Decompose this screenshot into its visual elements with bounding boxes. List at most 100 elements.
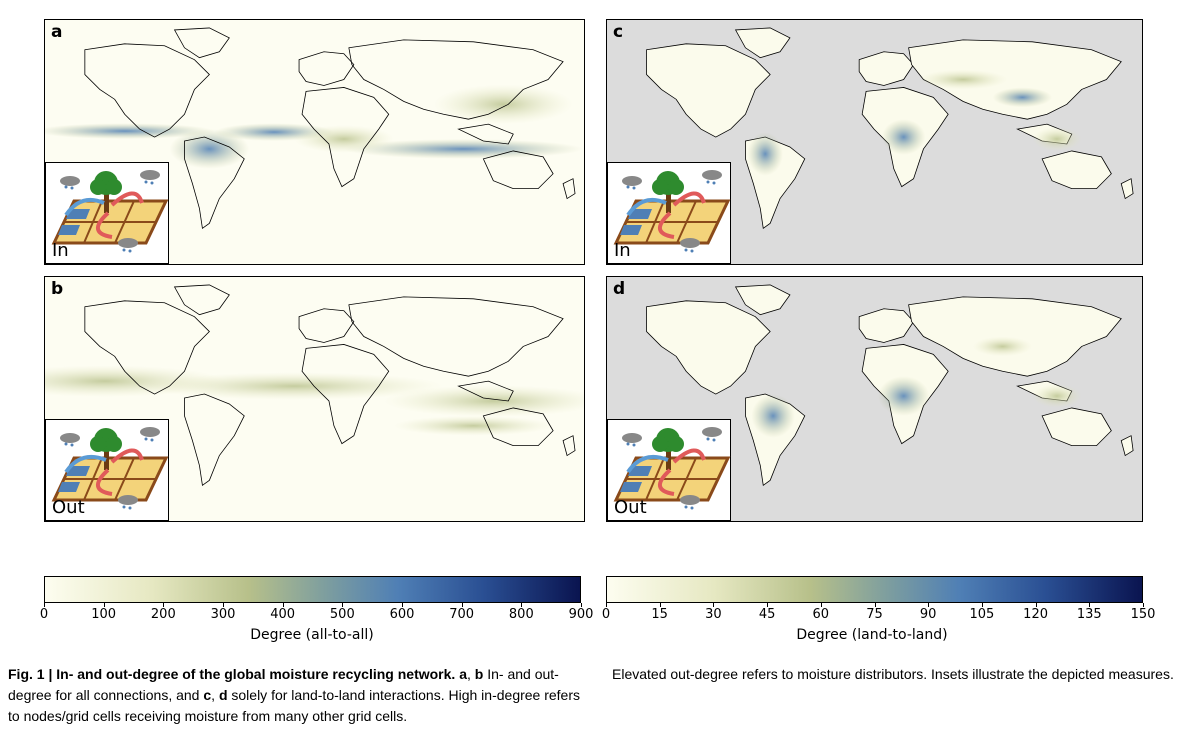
tick-mark — [928, 603, 930, 607]
continent-outline — [1041, 150, 1112, 190]
caption-figure-title: Fig. 1 | In- and out-degree of the globa… — [8, 666, 456, 682]
tick-label: 150 — [1130, 607, 1156, 622]
continent-outline — [858, 308, 915, 343]
cloud-icon — [60, 433, 80, 447]
colorbar-label: Degree (all-to-all) — [250, 627, 374, 643]
inset-out-icon — [613, 427, 731, 510]
continent-outline — [734, 284, 791, 316]
colorbar-ticks: 0 15 30 45 60 75 90 105 120 135 150 — [602, 603, 1155, 623]
continent-outline — [908, 296, 1122, 377]
tick-mark — [521, 603, 523, 607]
tick-mark — [282, 603, 284, 607]
inset-diagram: Out — [607, 419, 731, 521]
tick-mark — [659, 603, 661, 607]
tree-icon — [652, 428, 684, 470]
arrow-icon — [64, 191, 144, 239]
cloud-icon — [60, 176, 80, 190]
tick-mark — [103, 603, 105, 607]
continent-outline — [482, 407, 554, 447]
tick-label: 120 — [1023, 607, 1049, 622]
cloud-icon — [680, 238, 700, 253]
tick-mark — [581, 603, 582, 607]
cloud-icon — [140, 170, 160, 185]
caption-ref-b: b — [474, 666, 484, 682]
continent-outline — [348, 296, 564, 377]
heat-spot — [1032, 127, 1082, 151]
heat-spot — [992, 87, 1053, 108]
heat-spot — [751, 394, 795, 438]
tick-label: 135 — [1076, 607, 1102, 622]
continent-outline — [1120, 178, 1134, 200]
heat-band — [433, 84, 574, 125]
tick-mark — [606, 603, 607, 607]
tick-label: 300 — [210, 607, 236, 622]
world-map-out-degree-all — [45, 277, 584, 521]
inset-label: Out — [614, 497, 647, 518]
heat-band — [393, 415, 554, 436]
continent-outline — [301, 87, 390, 188]
map-panel-d: d Out — [606, 276, 1143, 522]
tick-label: 200 — [150, 607, 176, 622]
grid-cells-icon — [51, 199, 169, 245]
heat-band — [169, 129, 250, 169]
tick-mark — [44, 603, 45, 607]
tick-mark — [461, 603, 463, 607]
caption-ref-c: c — [203, 687, 212, 703]
colorbar-ticks: 0 100 200 300 400 500 600 700 800 900 — [40, 603, 593, 623]
map-panel-b: b Out — [44, 276, 585, 522]
tick-label: 0 — [601, 607, 611, 622]
heat-band — [343, 139, 584, 159]
tick-label: 60 — [812, 607, 830, 622]
cloud-icon — [702, 170, 722, 185]
arrow-icon — [626, 191, 706, 239]
continent-outline — [646, 43, 771, 138]
continent-outline — [482, 150, 554, 190]
figure-caption-left: Fig. 1 | In- and out-degree of the globa… — [8, 666, 581, 724]
heat-spot — [881, 119, 926, 155]
inset-diagram: In — [607, 162, 731, 264]
heat-band — [383, 385, 584, 417]
tick-mark — [223, 603, 224, 607]
tick-label: 90 — [919, 607, 937, 622]
arrow-icon — [626, 448, 706, 496]
cloud-icon — [680, 495, 700, 510]
panel-label: a — [51, 22, 63, 42]
caption-ref-d: d — [218, 687, 228, 703]
map-panel-c: c In — [606, 19, 1143, 265]
continent-outline — [646, 300, 771, 395]
figure-caption-right: Elevated out-degree refers to moisture d… — [612, 666, 1174, 682]
continent-outline — [173, 284, 230, 316]
cloud-icon — [622, 433, 642, 447]
tick-mark — [981, 603, 983, 607]
tick-label: 600 — [389, 607, 415, 622]
panel-label: c — [613, 22, 624, 42]
tick-label: 75 — [866, 607, 883, 622]
continent-outline — [84, 300, 210, 395]
cloud-icon — [622, 176, 642, 190]
tick-mark — [342, 603, 344, 607]
continent-outline — [184, 136, 245, 229]
colorbar-label: Degree (land-to-land) — [796, 627, 948, 643]
tree-icon — [652, 171, 684, 213]
inset-in-icon — [613, 170, 731, 253]
continent-outline — [1120, 435, 1134, 457]
continent-outline — [1041, 407, 1112, 447]
continent-outline — [84, 43, 210, 138]
panel-label: b — [51, 279, 64, 299]
continent-outline — [562, 178, 576, 200]
caption-ref-a: a — [459, 666, 467, 682]
tick-label: 0 — [39, 607, 49, 622]
tick-label: 700 — [449, 607, 475, 622]
tick-label: 100 — [91, 607, 117, 622]
tick-label: 900 — [568, 607, 594, 622]
tick-mark — [820, 603, 822, 607]
continent-outline — [858, 51, 915, 86]
tick-label: 45 — [758, 607, 776, 622]
cloud-icon — [140, 427, 160, 442]
tick-label: 400 — [270, 607, 296, 622]
tick-label: 105 — [969, 607, 995, 622]
tick-mark — [1143, 603, 1144, 607]
colorbar-all-to-all — [44, 576, 581, 603]
heat-spot — [918, 69, 1008, 90]
continent-outline — [184, 393, 245, 486]
